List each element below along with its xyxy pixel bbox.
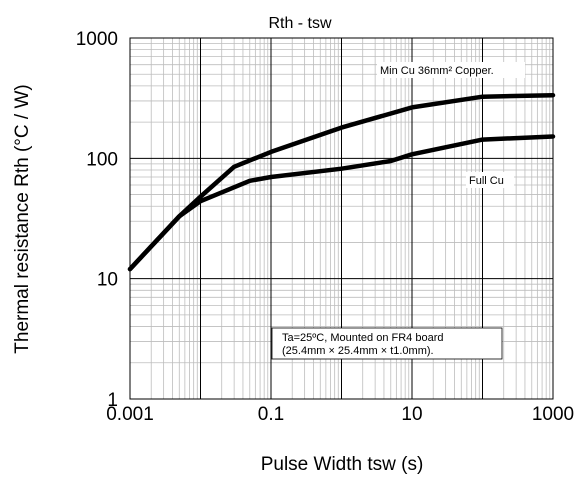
series-label-min-cu: Min Cu 36mm² Copper.	[380, 65, 494, 77]
series-label-bg-min-cu	[377, 62, 525, 78]
x-tick-label: 0.001	[106, 404, 154, 425]
y-tick-label: 1000	[76, 29, 118, 50]
tick-labels: 0.001 0.1 10 1000 1 10 100 1000	[76, 29, 574, 425]
y-tick-label: 10	[97, 270, 118, 291]
series-label-bg-full-cu	[466, 172, 514, 188]
plot-frame	[129, 37, 554, 400]
annotation-box	[271, 327, 503, 360]
y-axis-title: Thermal resistance Rth (°C / W)	[12, 84, 33, 353]
x-tick-label: 0.1	[258, 404, 284, 425]
x-tick-label: 10	[401, 404, 422, 425]
series-layer	[127, 92, 556, 272]
y-tick-label: 100	[86, 149, 118, 170]
x-tick-label: 1000	[532, 404, 574, 425]
annotation-line-2: (25.4mm × 25.4mm × t1.0mm).	[282, 345, 434, 357]
x-axis-title: Pulse Width tsw (s)	[261, 454, 424, 475]
series-label-full-cu: Full Cu	[469, 175, 504, 187]
chart-title: Rth - tsw	[268, 15, 332, 32]
y-tick-label: 1	[107, 390, 118, 411]
series-line-1	[127, 134, 556, 272]
annotation-line-1: Ta=25ºC, Mounted on FR4 board	[282, 332, 443, 344]
